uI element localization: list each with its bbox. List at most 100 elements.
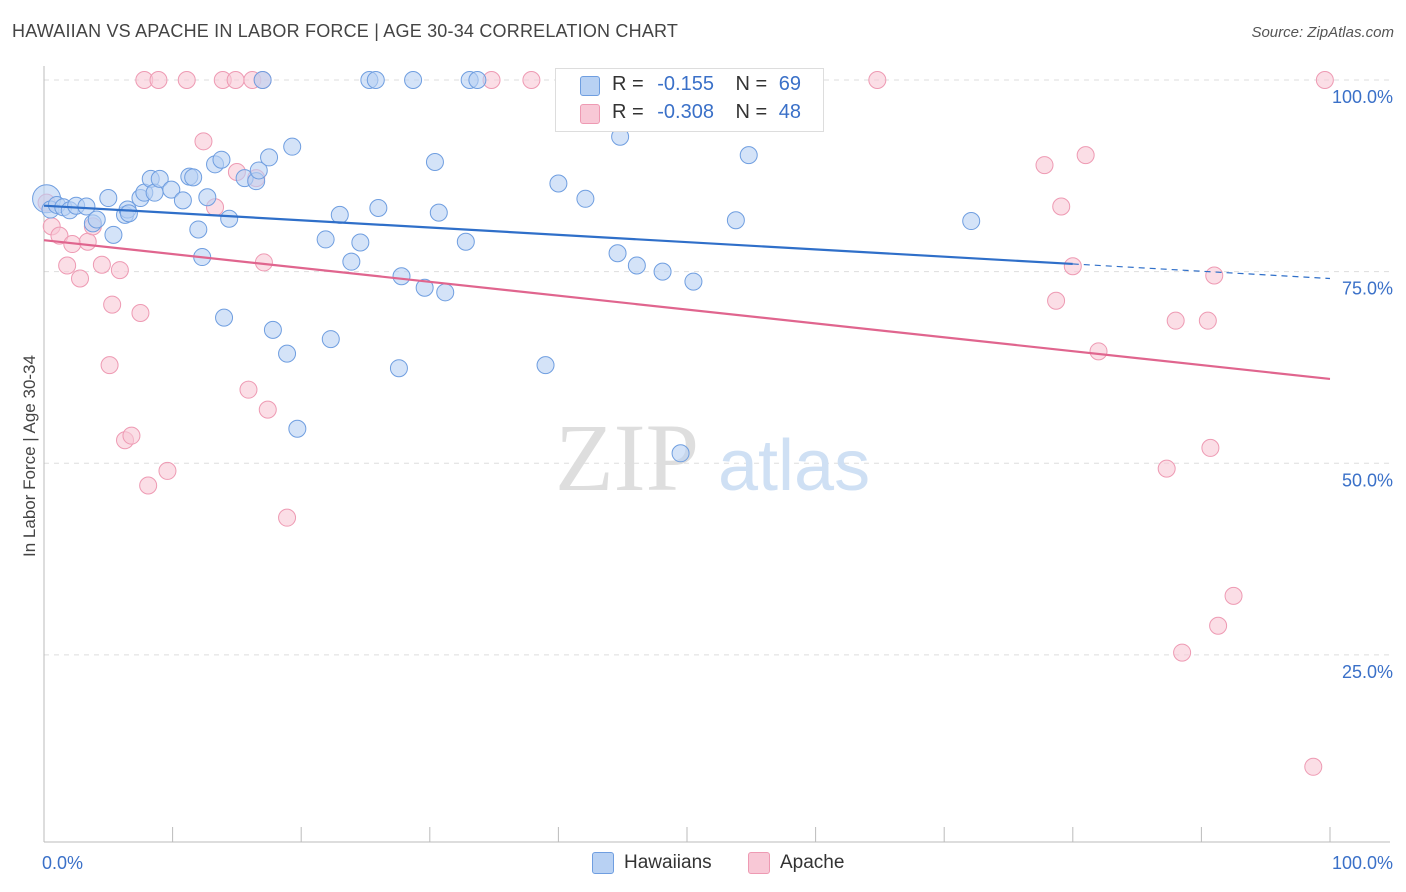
hawaiians-point: [220, 209, 239, 228]
apache-point: [258, 400, 277, 419]
hawaiians-point: [415, 278, 434, 297]
axis-labels: 100.0% 75.0% 50.0% 25.0% 0.0% 100.0% In Labor …: [20, 87, 1393, 873]
apache-point: [239, 380, 258, 399]
legend-n-label: N =: [735, 101, 768, 123]
legend-r-label: R =: [612, 73, 644, 95]
apache-point: [1166, 311, 1185, 330]
hawaiians-point: [351, 233, 370, 252]
watermark: ZIP atlas: [555, 404, 870, 511]
apache-point: [1157, 459, 1176, 478]
apache-point: [78, 232, 97, 251]
watermark-atlas: atlas: [718, 426, 870, 506]
apache-point: [1304, 757, 1323, 776]
hawaiians-point: [173, 191, 192, 210]
apache-point: [1201, 438, 1220, 457]
apache-point: [71, 269, 90, 288]
hawaiians-trend-extension: [1072, 263, 1331, 280]
apache-point: [1052, 197, 1071, 216]
apache-point: [110, 261, 129, 280]
apache-point: [1035, 156, 1054, 175]
hawaiians-point: [184, 168, 203, 187]
hawaiians-point: [468, 71, 487, 89]
hawaiians-point: [278, 344, 297, 363]
hawaiians-point: [87, 210, 106, 229]
hawaiians-point: [389, 359, 408, 378]
hawaiians-point: [962, 212, 981, 231]
hawaiians-point: [215, 308, 234, 327]
hawaiians-point: [99, 189, 118, 208]
hawaiians-point: [342, 252, 361, 271]
apache-point: [278, 508, 297, 527]
hawaiians-point: [316, 230, 335, 249]
apache-point: [1205, 266, 1224, 285]
bottom-swatch-apache: [748, 852, 770, 874]
hawaiians-point: [436, 283, 455, 302]
hawaiians-point: [369, 199, 388, 218]
hawaiians-point: [576, 189, 595, 208]
hawaiians-point: [212, 150, 231, 169]
hawaiians-point: [536, 356, 555, 375]
apache-point: [139, 476, 158, 495]
apache-point: [158, 461, 177, 480]
hawaiians-point: [249, 161, 268, 180]
y-tick-label: 50.0%: [1342, 470, 1393, 490]
apache-point: [50, 226, 69, 245]
apache-point: [131, 304, 150, 323]
apache-point: [522, 71, 541, 89]
apache-point: [1224, 586, 1243, 605]
hawaiians-point: [404, 71, 423, 89]
hawaiians-point: [608, 244, 627, 263]
y-tick-label: 75.0%: [1342, 279, 1393, 299]
apache-point: [1173, 643, 1192, 662]
hawaiians-point: [549, 174, 568, 193]
gridlines: [44, 79, 1392, 656]
hawaiians-point: [330, 205, 349, 224]
hawaiians-point: [726, 211, 745, 230]
y-tick-label: 25.0%: [1342, 662, 1393, 682]
hawaiians-point: [263, 320, 282, 339]
trend-lines: [43, 204, 1331, 381]
hawaiians-point: [104, 225, 123, 244]
bottom-legend-label-apache: Apache: [780, 852, 845, 873]
legend-swatch-hawaiians: [580, 76, 600, 96]
correlation-legend: R = -0.155 N = 69 R = -0.308 N = 48: [555, 68, 824, 132]
hawaiians-point: [627, 256, 646, 275]
hawaiians-point: [77, 197, 96, 216]
hawaiians-point: [653, 262, 672, 281]
hawaiians-point: [671, 444, 690, 463]
legend-n-value-hawaiians: 69: [778, 73, 802, 95]
apache-point: [868, 71, 887, 89]
apache-point: [58, 256, 77, 275]
apache-point: [1076, 146, 1095, 165]
chart-title: HAWAIIAN VS APACHE IN LABOR FORCE | AGE …: [12, 21, 679, 41]
hawaiians-point: [425, 153, 444, 172]
apache-points: [37, 71, 1334, 776]
hawaiians-point: [253, 71, 272, 89]
hawaiians-point: [366, 71, 385, 89]
apache-point: [1047, 291, 1066, 310]
hawaiians-point: [198, 188, 217, 207]
apache-point: [1089, 342, 1108, 361]
legend-r-label: R =: [612, 101, 644, 123]
bottom-swatch-hawaiians: [592, 852, 614, 874]
apache-point: [92, 255, 111, 274]
apache-point: [177, 71, 196, 89]
legend-n-value-apache: 48: [778, 101, 802, 123]
apache-trend-line: [43, 239, 1331, 381]
hawaiians-point: [189, 220, 208, 239]
hawaiians-point: [684, 272, 703, 291]
apache-point: [226, 71, 245, 89]
hawaiians-point: [260, 148, 279, 167]
hawaiians-point: [283, 137, 302, 156]
apache-point: [194, 132, 213, 151]
apache-point: [100, 356, 119, 375]
legend-r-value-apache: -0.308: [657, 101, 714, 123]
hawaiians-point: [456, 232, 475, 251]
hawaiians-point: [392, 267, 411, 286]
legend-r-value-hawaiians: -0.155: [657, 73, 714, 95]
apache-point: [1209, 616, 1228, 635]
hawaiians-point: [150, 169, 169, 188]
hawaiians-point: [321, 330, 340, 349]
apache-point: [122, 426, 141, 445]
